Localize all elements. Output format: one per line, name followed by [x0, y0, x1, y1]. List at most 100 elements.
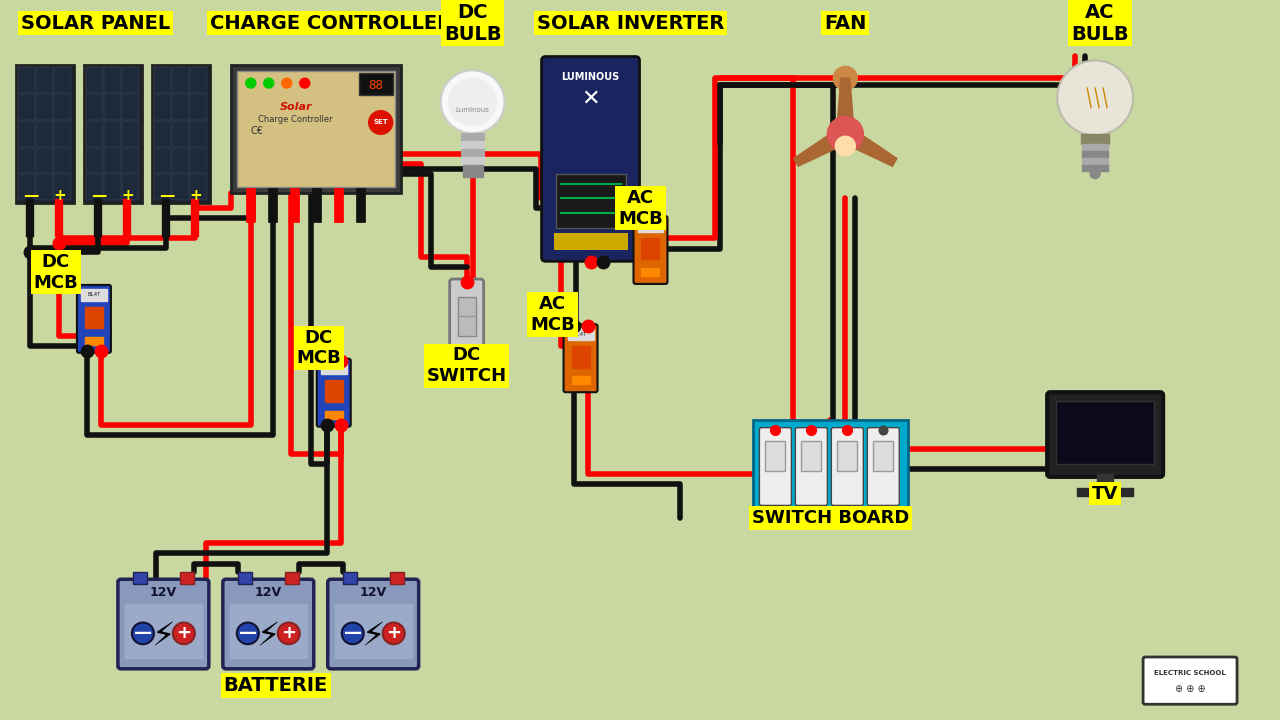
Polygon shape: [841, 127, 897, 166]
Text: TV: TV: [1092, 485, 1119, 503]
Text: DC
BULB: DC BULB: [444, 3, 502, 44]
Bar: [284, 572, 298, 584]
FancyBboxPatch shape: [316, 359, 351, 427]
Bar: [84, 307, 102, 328]
Bar: [154, 148, 170, 174]
Bar: [837, 441, 858, 471]
Bar: [765, 441, 786, 471]
Bar: [86, 94, 102, 120]
Bar: [335, 604, 412, 658]
Circle shape: [278, 623, 300, 644]
Text: 12V: 12V: [150, 585, 177, 598]
Text: ⊕ ⊕ ⊕: ⊕ ⊕ ⊕: [1175, 683, 1206, 693]
Circle shape: [237, 623, 259, 644]
FancyBboxPatch shape: [634, 216, 667, 284]
Bar: [36, 148, 52, 174]
Bar: [86, 121, 102, 147]
Bar: [458, 297, 476, 336]
Bar: [172, 174, 189, 200]
Text: BL4T: BL4T: [644, 223, 657, 228]
Bar: [180, 572, 193, 584]
Bar: [189, 148, 207, 174]
Text: ⚡: ⚡: [361, 620, 384, 653]
Text: ⚡: ⚡: [256, 620, 279, 653]
Bar: [172, 148, 189, 174]
Text: +: +: [122, 188, 134, 203]
Text: CHARGE CONTROLLER: CHARGE CONTROLLER: [210, 14, 452, 32]
Bar: [358, 73, 393, 95]
Text: ELECTRIC SCHOOL: ELECTRIC SCHOOL: [1155, 670, 1226, 676]
Bar: [122, 174, 140, 200]
Circle shape: [264, 78, 274, 88]
Circle shape: [132, 623, 154, 644]
Bar: [122, 94, 140, 120]
Bar: [133, 572, 147, 584]
Bar: [36, 174, 52, 200]
Text: DC
MCB: DC MCB: [297, 328, 342, 367]
Text: 12V: 12V: [360, 585, 387, 598]
Bar: [553, 233, 627, 251]
Bar: [18, 68, 35, 93]
FancyBboxPatch shape: [563, 324, 598, 392]
Bar: [104, 94, 120, 120]
Bar: [189, 174, 207, 200]
Bar: [1082, 158, 1108, 164]
Text: —: —: [91, 188, 106, 203]
Bar: [1082, 135, 1110, 144]
Text: DC
MCB: DC MCB: [33, 253, 78, 292]
Bar: [461, 149, 485, 157]
Polygon shape: [794, 127, 850, 166]
FancyBboxPatch shape: [759, 428, 791, 505]
Text: BATTERIE: BATTERIE: [224, 676, 328, 695]
Text: 88: 88: [369, 78, 383, 91]
FancyBboxPatch shape: [223, 579, 314, 669]
FancyBboxPatch shape: [1143, 657, 1236, 704]
Text: +: +: [282, 624, 296, 642]
Bar: [18, 121, 35, 147]
FancyBboxPatch shape: [831, 428, 863, 505]
Bar: [237, 71, 394, 187]
Circle shape: [840, 120, 851, 132]
Bar: [873, 441, 893, 471]
Bar: [104, 121, 120, 147]
FancyBboxPatch shape: [118, 579, 209, 669]
Bar: [572, 346, 590, 368]
Text: —: —: [134, 624, 152, 642]
Text: C€: C€: [251, 126, 264, 136]
Bar: [54, 121, 70, 147]
Bar: [54, 94, 70, 120]
Bar: [54, 174, 70, 200]
FancyBboxPatch shape: [77, 285, 111, 353]
Text: BL4T: BL4T: [87, 292, 101, 297]
Bar: [152, 66, 210, 203]
Text: —: —: [159, 188, 174, 203]
Bar: [54, 68, 70, 93]
Circle shape: [847, 132, 859, 145]
Text: AC
MCB: AC MCB: [530, 295, 575, 334]
Bar: [84, 337, 102, 345]
Bar: [104, 68, 120, 93]
Text: SWITCH BOARD: SWITCH BOARD: [751, 509, 909, 527]
Bar: [36, 68, 52, 93]
Text: Solar: Solar: [279, 102, 312, 112]
Text: —: —: [343, 624, 362, 642]
Bar: [122, 68, 140, 93]
Bar: [86, 68, 102, 93]
Bar: [754, 420, 909, 513]
Bar: [325, 380, 343, 402]
Circle shape: [369, 111, 393, 135]
Text: +: +: [52, 188, 65, 203]
Text: BL4T: BL4T: [573, 332, 588, 337]
Bar: [389, 572, 403, 584]
Text: ✕: ✕: [581, 89, 600, 109]
Bar: [189, 68, 207, 93]
Bar: [461, 133, 485, 141]
Bar: [189, 121, 207, 147]
Circle shape: [173, 623, 195, 644]
Bar: [572, 377, 590, 384]
Circle shape: [836, 136, 855, 156]
Bar: [18, 174, 35, 200]
FancyBboxPatch shape: [449, 279, 484, 354]
Bar: [18, 94, 35, 120]
Bar: [567, 328, 594, 340]
